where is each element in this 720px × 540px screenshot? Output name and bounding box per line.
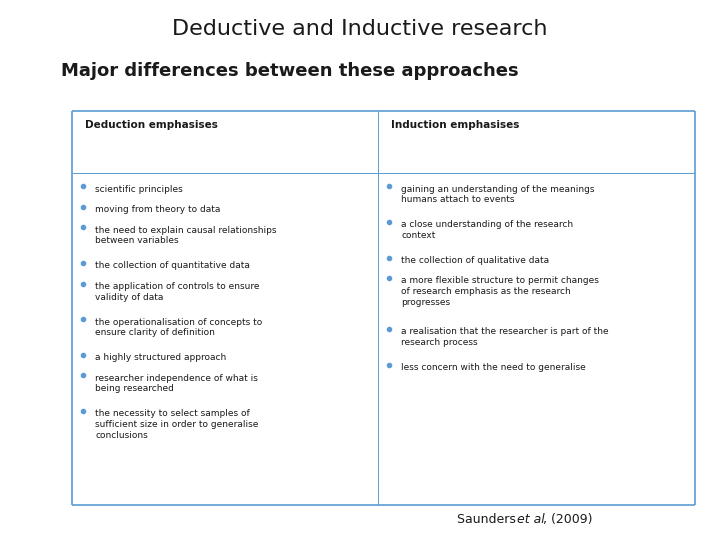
Text: Induction emphasises: Induction emphasises: [391, 120, 519, 131]
Text: moving from theory to data: moving from theory to data: [95, 205, 220, 214]
Text: the need to explain causal relationships
between variables: the need to explain causal relationships…: [95, 226, 276, 246]
Text: a realisation that the researcher is part of the
research process: a realisation that the researcher is par…: [401, 327, 608, 347]
Text: a more flexible structure to permit changes
of research emphasis as the research: a more flexible structure to permit chan…: [401, 276, 599, 307]
Text: the operationalisation of concepts to
ensure clarity of definition: the operationalisation of concepts to en…: [95, 318, 262, 338]
Text: the collection of quantitative data: the collection of quantitative data: [95, 261, 250, 271]
Text: a close understanding of the research
context: a close understanding of the research co…: [401, 220, 573, 240]
Text: Deduction emphasises: Deduction emphasises: [85, 120, 218, 131]
Text: Major differences between these approaches: Major differences between these approach…: [61, 62, 519, 80]
Text: Deductive and Inductive research: Deductive and Inductive research: [172, 19, 548, 39]
Text: researcher independence of what is
being researched: researcher independence of what is being…: [95, 374, 258, 394]
Text: gaining an understanding of the meanings
humans attach to events: gaining an understanding of the meanings…: [401, 185, 595, 205]
Text: a highly structured approach: a highly structured approach: [95, 353, 226, 362]
Text: Saunders: Saunders: [457, 513, 520, 526]
Text: , (2009): , (2009): [543, 513, 593, 526]
Text: the collection of qualitative data: the collection of qualitative data: [401, 256, 549, 265]
Text: scientific principles: scientific principles: [95, 185, 183, 194]
Text: the application of controls to ensure
validity of data: the application of controls to ensure va…: [95, 282, 259, 302]
Text: the necessity to select samples of
sufficient size in order to generalise
conclu: the necessity to select samples of suffi…: [95, 409, 258, 440]
Text: less concern with the need to generalise: less concern with the need to generalise: [401, 363, 586, 372]
Text: et al: et al: [517, 513, 545, 526]
